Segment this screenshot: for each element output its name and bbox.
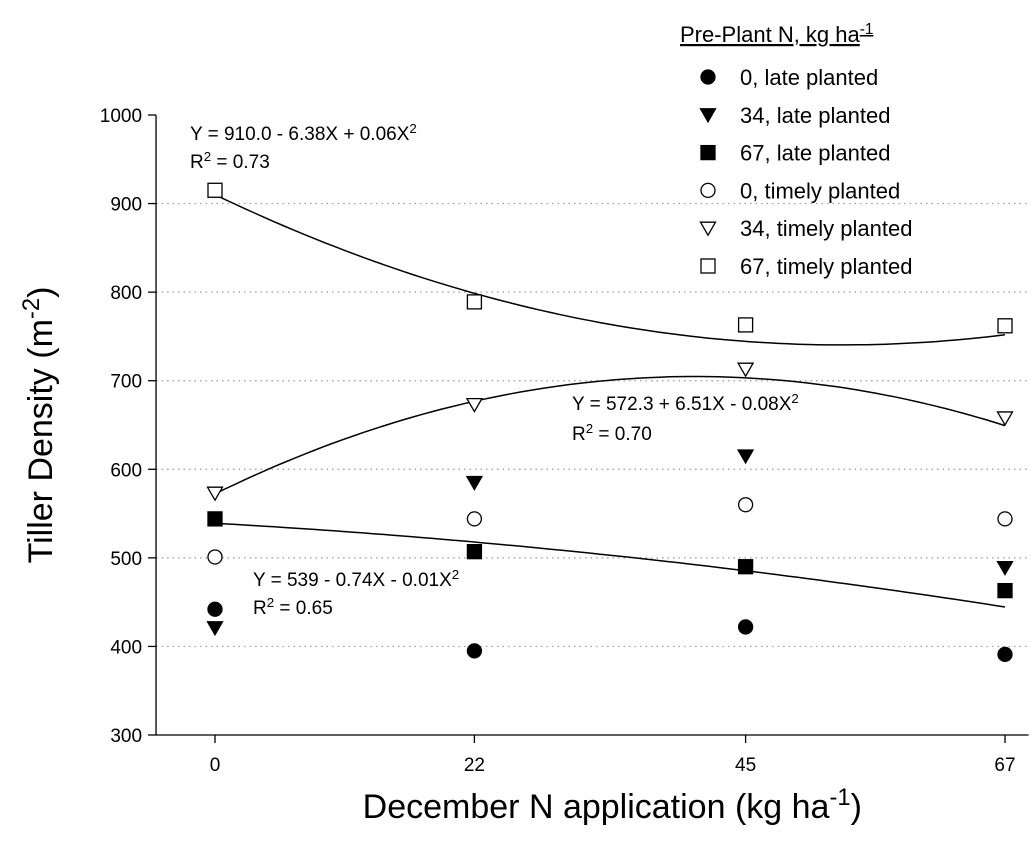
point [465,397,484,413]
legend-marker [699,108,717,124]
y-tick-label: 400 [110,637,142,658]
fit-r2-part: R [190,152,204,173]
point [466,643,483,659]
legend-title: Pre-Plant N, kg ha-1 [680,21,873,48]
point [997,646,1013,663]
legend-marker [700,258,716,274]
y-axis-title-sup: -2 [18,298,45,319]
fit-equation-part: Y = 910.0 - 6.38X + 0.06X [190,124,410,145]
point [997,511,1013,527]
point [466,294,483,310]
legend-label: 67, late planted [740,141,890,166]
fit-r2: R2 = 0.70 [572,421,652,446]
legend-title-sup: -1 [860,21,874,38]
fit-r2-sup: 2 [267,595,274,610]
point [737,497,754,513]
point [997,582,1013,599]
legend-marker [700,144,716,161]
fit-equation-sup: 2 [409,121,416,136]
point [207,601,223,617]
fit-r2: R2 = 0.73 [190,149,270,174]
fit-curve [214,194,1006,346]
x-tick-label: 0 [210,755,221,776]
point [207,182,223,198]
y-axis-title: Tiller Density (m-2) [18,287,61,564]
legend-marker [700,69,716,85]
y-tick-label: 900 [110,195,142,216]
legend-label: 34, late planted [740,103,890,128]
y-tick-label: 1000 [100,106,142,127]
fit-r2-sup: 2 [586,421,593,436]
fit-r2-part: = 0.65 [274,598,333,619]
fit-r2-part: = 0.73 [211,152,270,173]
legend-marker [700,182,716,199]
fit-r2-part: = 0.70 [593,424,652,445]
fit-equation-part: Y = 539 - 0.74X - 0.01X [253,570,452,591]
x-axis-title-sup: -1 [829,784,850,811]
fit-r2-part: R [572,424,586,445]
point [736,362,755,378]
y-tick-label: 500 [110,549,142,570]
y-tick-label: 700 [110,372,142,393]
x-axis-title-part: December N application (kg ha [363,788,830,826]
y-tick-label: 600 [110,460,142,481]
x-axis-title-part: ) [851,788,862,826]
point [737,619,754,635]
point [207,511,223,527]
y-axis-title-part: Tiller Density (m [22,319,60,563]
point [206,621,224,637]
x-tick-label: 22 [464,755,485,776]
point [466,511,483,527]
x-tick-label: 45 [735,755,756,776]
point [997,318,1013,334]
fit-curve [214,375,1006,495]
legend-label: 67, timely planted [740,254,912,279]
fit-r2-part: R [253,598,267,619]
fit-r2-sup: 2 [204,149,211,164]
fit-equation: Y = 572.3 + 6.51X - 0.08X2 [572,391,799,416]
point [465,475,484,491]
point [996,411,1014,427]
point [737,559,754,575]
y-axis-title-part: ) [22,287,60,298]
legend-label: 0, timely planted [740,178,900,203]
fit-equation-sup: 2 [791,391,798,406]
fit-curve [214,522,1006,608]
y-tick-label: 300 [110,726,142,747]
legend-marker [699,221,717,237]
point [736,449,755,465]
legend-label: 34, timely planted [740,216,912,241]
y-tick-label: 800 [110,283,142,304]
point [207,549,223,565]
x-tick-label: 67 [994,755,1015,776]
point [206,486,224,502]
point [737,317,754,333]
legend-label: 0, late planted [740,65,878,90]
fit-r2: R2 = 0.65 [253,595,333,620]
fit-equation-sup: 2 [452,567,459,582]
fit-equation-part: Y = 572.3 + 6.51X - 0.08X [572,394,792,415]
x-axis-title: December N application (kg ha-1) [363,784,862,827]
legend-title-part: Pre-Plant N, kg ha [680,22,861,47]
point [466,544,483,560]
point [996,560,1014,576]
fit-equation: Y = 539 - 0.74X - 0.01X2 [253,567,459,592]
fit-equation: Y = 910.0 - 6.38X + 0.06X2 [190,121,417,146]
